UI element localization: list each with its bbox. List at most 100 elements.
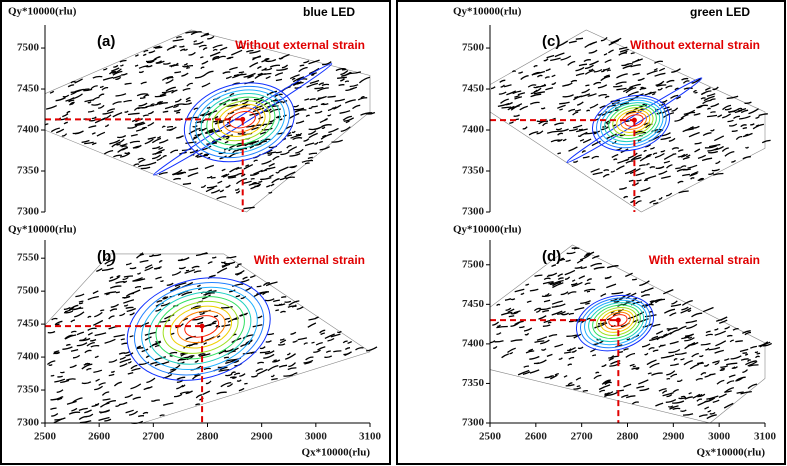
noise-stroke (580, 266, 588, 270)
contour-ring (126, 277, 271, 381)
noise-stroke (572, 111, 579, 116)
noise-stroke (92, 75, 103, 79)
noise-stroke (652, 152, 658, 156)
noise-stroke (663, 333, 668, 337)
noise-stroke (93, 369, 103, 374)
noise-stroke (113, 64, 119, 68)
noise-stroke (84, 349, 92, 354)
noise-stroke (55, 96, 66, 102)
noise-stroke (94, 311, 103, 318)
noise-stroke (219, 189, 225, 193)
noise-stroke (191, 265, 200, 269)
noise-stroke (742, 352, 748, 354)
x-axis-label: Qx*10000(rlu) (302, 447, 371, 459)
noise-stroke (115, 280, 125, 284)
noise-stroke (650, 146, 656, 150)
noise-stroke (646, 359, 657, 366)
noise-stroke (681, 299, 693, 306)
noise-stroke (536, 336, 548, 341)
noise-stroke (256, 285, 262, 288)
noise-stroke (578, 275, 586, 280)
noise-stroke (45, 105, 57, 110)
noise-stroke (270, 374, 275, 378)
noise-stroke (747, 359, 752, 362)
noise-stroke (560, 55, 572, 61)
noise-stroke (658, 170, 668, 176)
noise-stroke (121, 72, 128, 76)
noise-stroke (600, 75, 611, 82)
noise-stroke (528, 131, 539, 136)
noise-stroke (613, 84, 623, 88)
noise-stroke (268, 191, 273, 194)
noise-stroke (133, 107, 140, 111)
noise-stroke (263, 353, 275, 359)
noise-stroke (87, 295, 99, 301)
noise-stroke (639, 87, 645, 91)
x-tick-label: 3000 (305, 431, 328, 443)
noise-stroke (127, 112, 140, 116)
noise-stroke (601, 380, 611, 385)
noise-stroke (355, 347, 364, 351)
noise-stroke (266, 90, 278, 96)
noise-stroke (200, 184, 207, 188)
noise-stroke (217, 55, 226, 60)
noise-stroke (205, 380, 212, 385)
noise-stroke (314, 141, 319, 145)
noise-stroke (317, 346, 326, 351)
noise-stroke (144, 336, 152, 341)
noise-stroke (696, 105, 703, 109)
noise-stroke (293, 104, 300, 108)
noise-stroke (697, 393, 703, 398)
noise-stroke (500, 311, 513, 316)
noise-stroke (562, 84, 569, 87)
noise-stroke (172, 270, 182, 276)
noise-stroke (87, 101, 92, 104)
noise-stroke (250, 172, 260, 176)
noise-stroke (290, 331, 297, 335)
noise-stroke (124, 394, 133, 399)
noise-stroke (557, 152, 561, 155)
noise-stroke (613, 158, 618, 161)
noise-stroke (54, 351, 60, 355)
noise-stroke (623, 195, 629, 199)
noise-stroke (113, 154, 123, 158)
noise-stroke (166, 76, 174, 80)
noise-stroke (124, 110, 129, 113)
noise-stroke (91, 116, 97, 120)
noise-stroke (507, 347, 516, 354)
noise-stroke (616, 73, 628, 79)
noise-stroke (563, 374, 568, 378)
noise-stroke (308, 106, 313, 110)
noise-stroke (494, 340, 504, 343)
noise-stroke (606, 265, 619, 269)
noise-stroke (492, 345, 498, 349)
noise-stroke (101, 114, 112, 121)
noise-stroke (748, 108, 759, 115)
noise-stroke (340, 70, 349, 76)
noise-stroke (305, 114, 310, 118)
noise-stroke (86, 341, 95, 347)
noise-stroke (81, 381, 92, 385)
noise-stroke (636, 179, 642, 182)
noise-stroke (569, 128, 579, 132)
noise-stroke (550, 374, 558, 380)
noise-stroke (109, 308, 118, 312)
x-tick-label: 2800 (617, 431, 640, 443)
noise-stroke (203, 32, 209, 36)
noise-stroke (644, 352, 649, 356)
noise-stroke (90, 339, 97, 342)
noise-stroke (78, 407, 88, 412)
noise-stroke (564, 276, 571, 280)
noise-stroke (218, 349, 227, 355)
noise-stroke (159, 92, 167, 97)
noise-stroke (104, 291, 117, 295)
noise-stroke (668, 348, 681, 354)
noise-stroke (731, 159, 737, 163)
noise-stroke (578, 63, 588, 67)
noise-stroke (627, 152, 638, 159)
noise-stroke (667, 405, 674, 408)
noise-stroke (587, 93, 597, 97)
noise-stroke (71, 407, 78, 412)
noise-stroke (288, 362, 296, 368)
right-frame (396, 0, 786, 465)
